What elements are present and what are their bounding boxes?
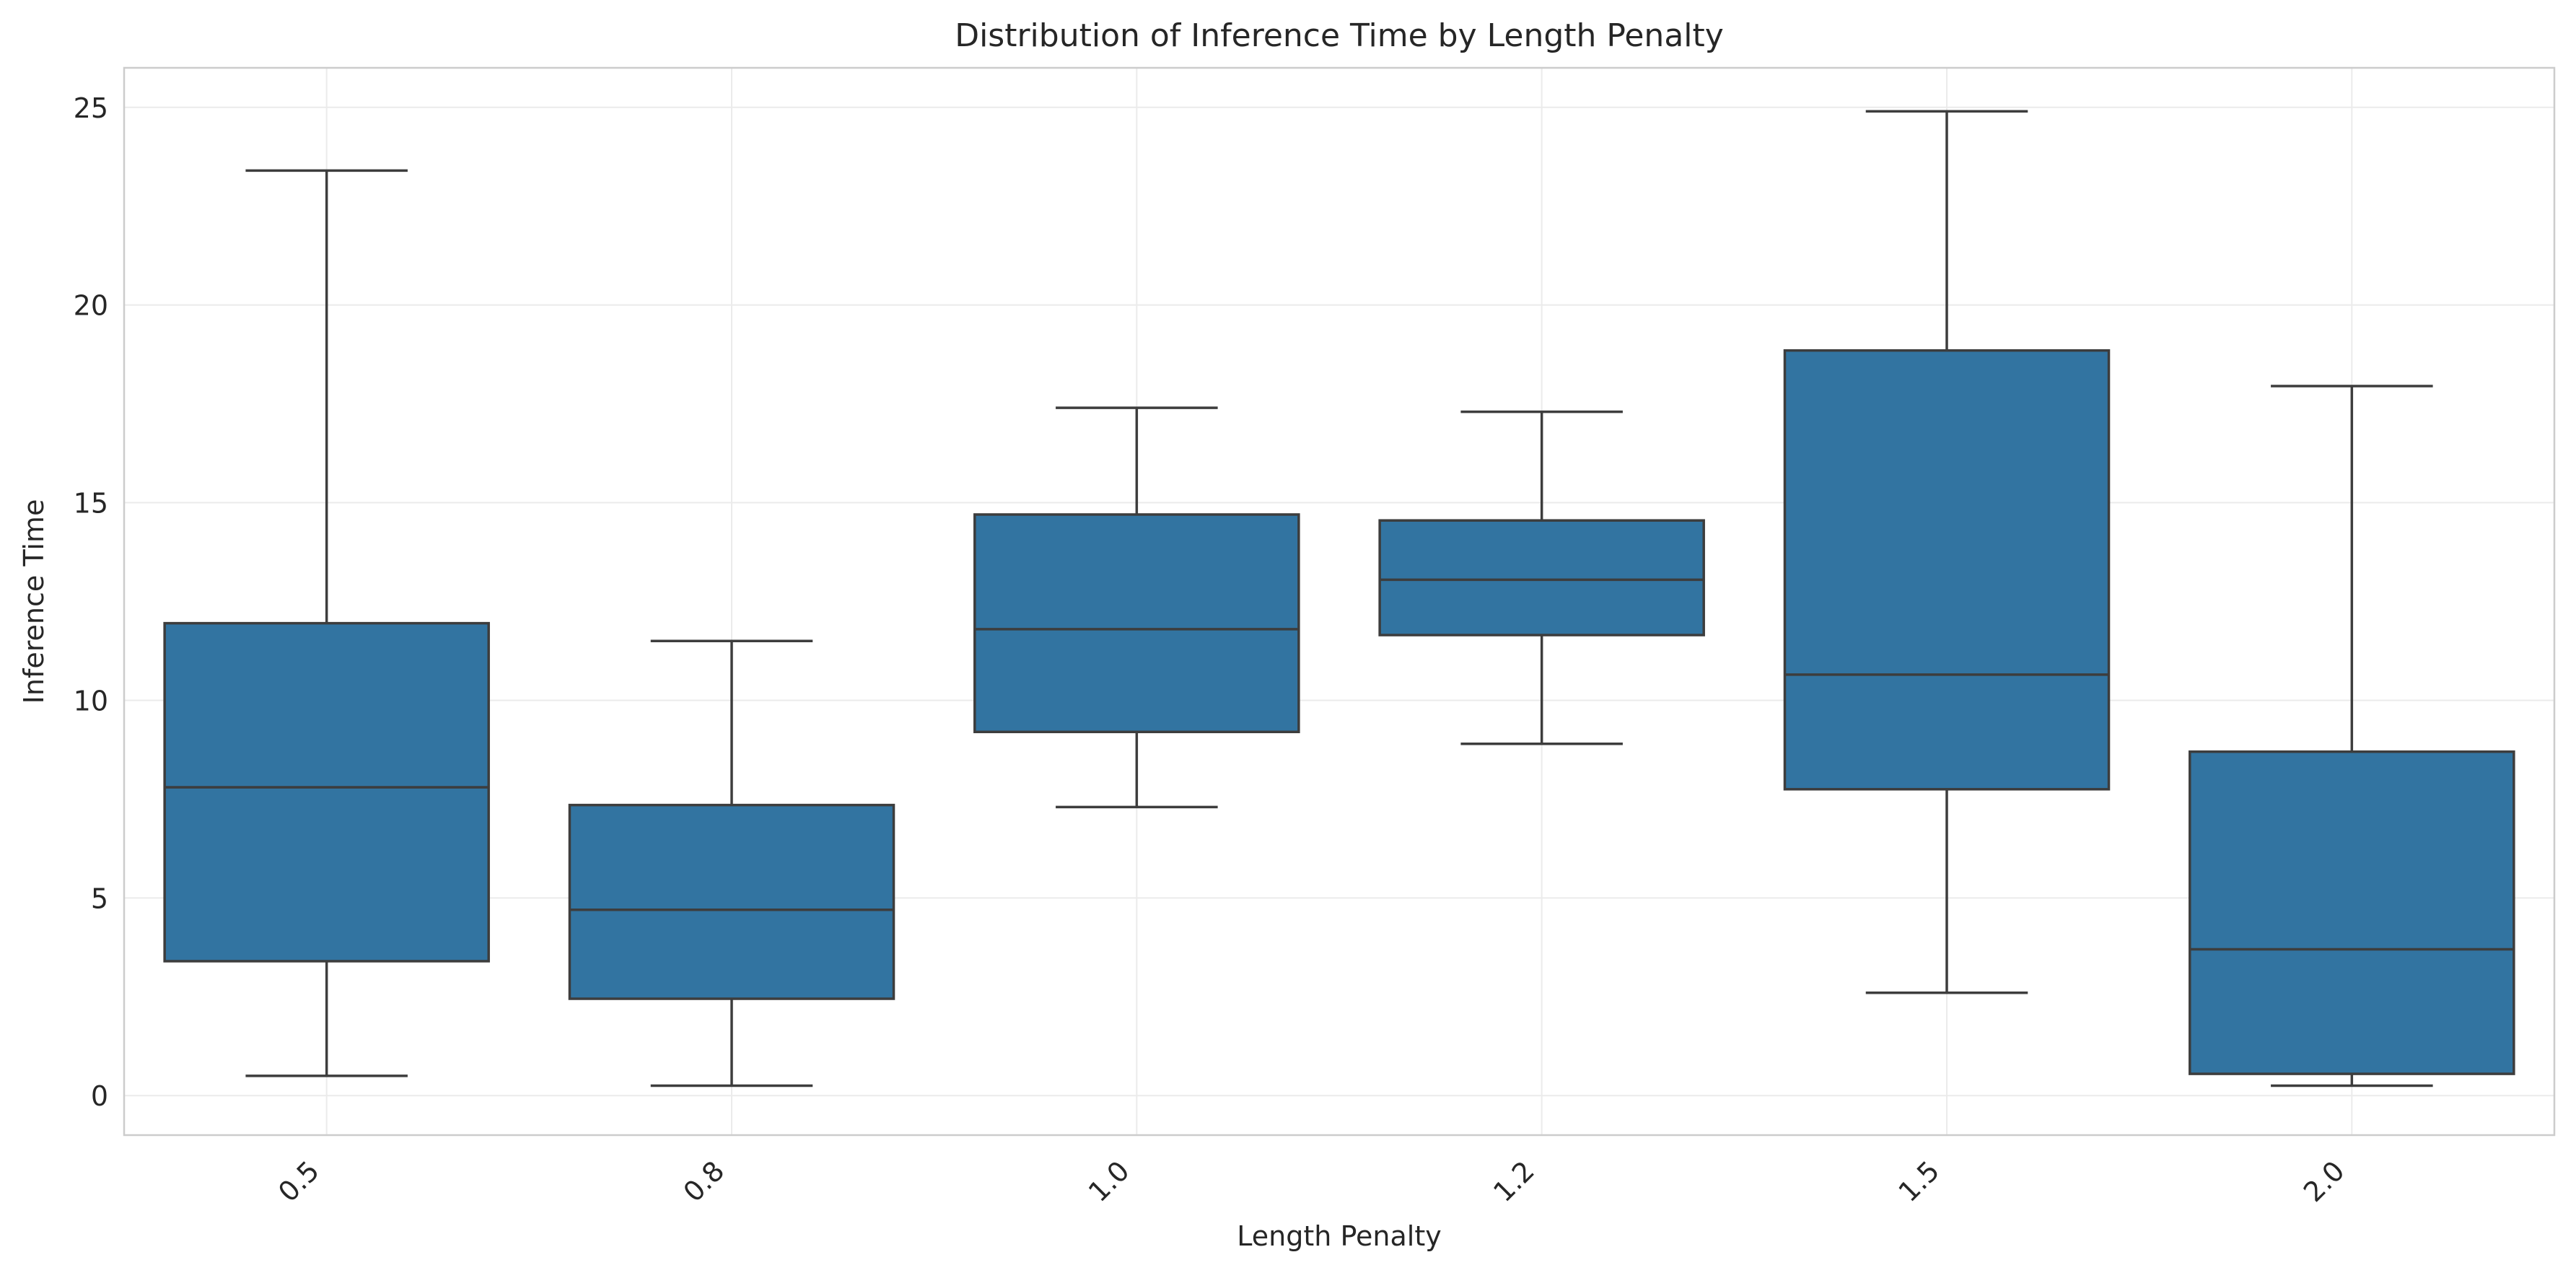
iqr-box bbox=[163, 621, 490, 963]
x-axis-ticks: 0.5 0.8 1.0 1.2 1.5 2.0 bbox=[272, 1155, 2351, 1208]
y-tick-label: 20 bbox=[74, 290, 108, 322]
iqr-box bbox=[1783, 349, 2111, 791]
iqr-box bbox=[2189, 750, 2515, 1075]
iqr-box bbox=[568, 803, 895, 1000]
y-axis-ticks: 0 5 10 15 20 25 bbox=[74, 92, 108, 1112]
box-group bbox=[163, 169, 490, 1077]
x-tick-label: 0.5 bbox=[272, 1155, 325, 1208]
box-group bbox=[1783, 110, 2111, 994]
y-tick-label: 25 bbox=[74, 92, 108, 124]
y-tick-label: 15 bbox=[74, 488, 108, 520]
y-tick-label: 10 bbox=[74, 685, 108, 717]
y-tick-label: 5 bbox=[91, 883, 108, 914]
x-tick-label: 1.5 bbox=[1893, 1155, 1946, 1208]
x-tick-label: 2.0 bbox=[2297, 1155, 2351, 1208]
x-tick-label: 1.2 bbox=[1487, 1155, 1541, 1208]
chart-title: Distribution of Inference Time by Length… bbox=[955, 17, 1724, 54]
x-axis-label: Length Penalty bbox=[1237, 1220, 1441, 1252]
x-tick-label: 1.0 bbox=[1082, 1155, 1136, 1208]
box-group bbox=[973, 406, 1300, 809]
y-tick-label: 0 bbox=[91, 1080, 108, 1112]
boxes bbox=[163, 110, 2515, 1087]
x-tick-label: 0.8 bbox=[678, 1155, 731, 1208]
plot-area bbox=[123, 66, 2556, 1137]
box-group bbox=[568, 639, 895, 1087]
iqr-box bbox=[1378, 519, 1705, 636]
box-group bbox=[1378, 410, 1705, 745]
box-group bbox=[2189, 385, 2515, 1087]
y-axis-label: Inference Time bbox=[18, 499, 50, 704]
iqr-box bbox=[973, 513, 1300, 734]
